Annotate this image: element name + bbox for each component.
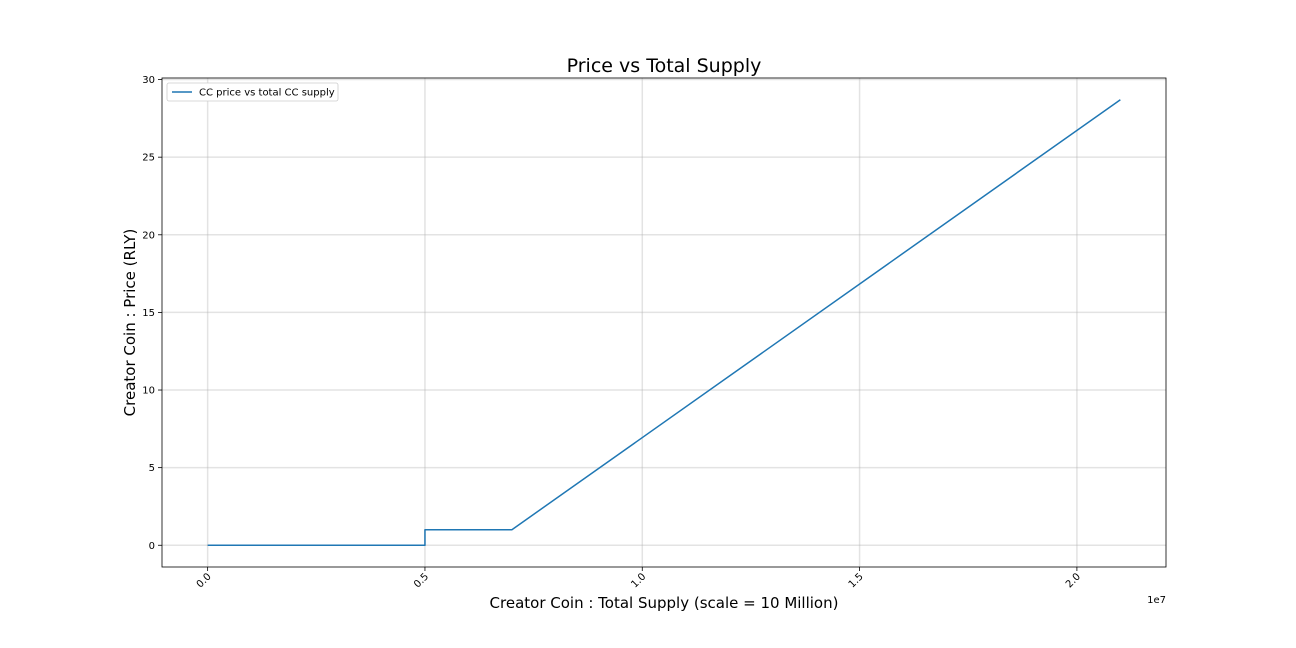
y-tick-label: 20 <box>142 230 155 241</box>
y-tick-label: 0 <box>149 541 155 552</box>
grid-lines <box>162 78 1166 567</box>
x-offset-label: 1e7 <box>1147 595 1166 606</box>
y-axis-ticks: 0 5 10 15 20 25 30 <box>142 75 162 552</box>
y-tick-label: 10 <box>142 386 155 397</box>
y-tick-label: 15 <box>142 308 155 319</box>
series-layer <box>207 99 1121 547</box>
legend-box <box>166 82 339 102</box>
plot-area-frame <box>161 77 1167 568</box>
y-tick-label: 30 <box>142 75 155 86</box>
legend-label: CC price vs total CC supply <box>199 88 335 99</box>
series-line <box>207 99 1121 547</box>
legend: CC price vs total CC supply <box>166 82 339 102</box>
chart-title: Price vs Total Supply <box>567 55 762 77</box>
y-axis-title: Creator Coin : Price (RLY) <box>121 229 139 417</box>
y-tick-label: 25 <box>142 153 155 164</box>
y-tick-label: 5 <box>149 463 155 474</box>
x-axis-title: Creator Coin : Total Supply (scale = 10 … <box>490 594 839 612</box>
